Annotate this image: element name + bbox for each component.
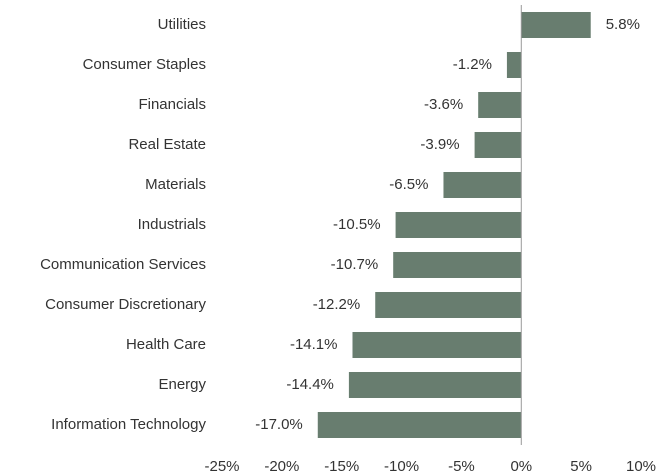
- category-label: Energy: [158, 376, 206, 393]
- value-label: -3.6%: [424, 96, 463, 113]
- value-label: -1.2%: [453, 56, 492, 73]
- x-tick-label: -10%: [384, 458, 419, 475]
- bar: [521, 12, 591, 38]
- category-label: Consumer Staples: [83, 56, 206, 73]
- x-tick-label: -5%: [448, 458, 475, 475]
- bar: [443, 172, 522, 198]
- value-label: -14.1%: [290, 336, 338, 353]
- x-tick-label: -20%: [264, 458, 299, 475]
- x-tick-label: 0%: [510, 458, 532, 475]
- bar: [348, 372, 522, 398]
- category-label: Financials: [138, 96, 206, 113]
- category-label: Health Care: [126, 336, 206, 353]
- value-label: -14.4%: [286, 376, 334, 393]
- category-label: Consumer Discretionary: [45, 296, 206, 313]
- category-label: Utilities: [158, 16, 206, 33]
- bar: [478, 92, 522, 118]
- x-tick-label: 10%: [626, 458, 656, 475]
- bar: [352, 332, 522, 358]
- value-label: -6.5%: [389, 176, 428, 193]
- category-label: Communication Services: [40, 256, 206, 273]
- x-tick-label: -15%: [324, 458, 359, 475]
- value-label: -10.5%: [333, 216, 381, 233]
- bar: [474, 132, 522, 158]
- bar: [395, 212, 522, 238]
- x-tick-label: 5%: [570, 458, 592, 475]
- category-label: Real Estate: [128, 136, 206, 153]
- category-label: Industrials: [138, 216, 206, 233]
- bar: [506, 52, 522, 78]
- value-label: 5.8%: [606, 16, 640, 33]
- category-label: Materials: [145, 176, 206, 193]
- value-label: -12.2%: [313, 296, 361, 313]
- x-tick-label: -25%: [204, 458, 239, 475]
- value-label: -3.9%: [420, 136, 459, 153]
- bar: [375, 292, 522, 318]
- bar: [317, 412, 522, 438]
- value-label: -10.7%: [331, 256, 379, 273]
- bar: [393, 252, 522, 278]
- category-label: Information Technology: [51, 416, 206, 433]
- value-label: -17.0%: [255, 416, 303, 433]
